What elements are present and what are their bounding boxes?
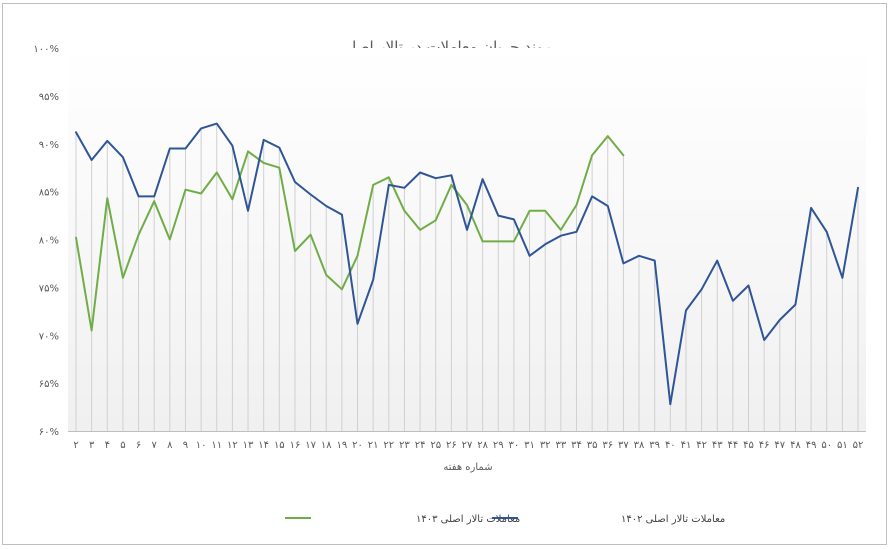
x-tick-label: ۴۱: [681, 440, 692, 451]
x-tick-label: ۴۶: [759, 440, 770, 451]
legend: معاملات تالار اصلی ۱۴۰۳ معاملات تالار اصل…: [285, 514, 725, 525]
x-tick-label: ۵۱: [837, 440, 848, 451]
x-tick-label: ۱۳: [243, 440, 254, 451]
x-tick-label: ۴۳: [712, 440, 723, 451]
x-tick-label: ۱۷: [305, 440, 316, 451]
x-tick-label: ۴۲: [696, 440, 707, 451]
x-tick-label: ۳۹: [649, 440, 660, 451]
x-tick-label: ۳۳: [555, 440, 566, 451]
x-tick-label: ۱۶: [290, 440, 301, 451]
x-tick-label: ۴: [105, 440, 110, 451]
drop-lines: [75, 123, 859, 431]
x-tick-label: ۳۲: [540, 440, 551, 451]
x-tick-label: ۲۵: [430, 440, 441, 451]
y-axis-ticks: ۶۰% ۶۵% ۷۰% ۷۵% ۸۰% ۸۵% ۹۰% ۹۵% ۱۰۰%: [33, 44, 59, 438]
x-tick-label: ۲۰: [352, 440, 363, 451]
y-tick-label: ۹۰%: [39, 140, 59, 151]
y-tick-label: ۷۰%: [39, 331, 59, 342]
x-axis-ticks: ۲ ۳ ۴ ۵ ۶ ۷ ۸ ۹ ۱۰ ۱۱ ۱۲ ۱۳ ۱۴ ۱۵ ۱۶ ۱۷ ۱۸ ۱۹ ۲۰ ۲۱ ۲۲ ۲۳ ۲۴ ۲۵…: [73, 440, 863, 451]
x-tick-label: ۵: [120, 440, 125, 451]
chart-frame: روند جریان معاملات در تالار اصلی ۶۰% ۶۵% ۷…: [2, 3, 887, 545]
x-tick-label: ۲۸: [477, 440, 488, 451]
legend-label-1402: معاملات تالار اصلی ۱۴۰۲: [621, 514, 725, 525]
x-tick-label: ۳۰: [509, 440, 520, 451]
x-tick-label: ۳۵: [587, 440, 598, 451]
x-tick-label: ۴۹: [806, 440, 817, 451]
x-tick-label: ۳۱: [524, 440, 535, 451]
x-tick-label: ۱۹: [337, 440, 348, 451]
x-tick-label: ۵۲: [853, 440, 864, 451]
x-tick-label: ۳۸: [634, 440, 645, 451]
x-tick-label: ۱۸: [321, 440, 332, 451]
x-tick-label: ۳۷: [618, 440, 629, 451]
x-tick-label: ۴۰: [665, 440, 676, 451]
line-chart: روند جریان معاملات در تالار اصلی ۶۰%۶۵%۷…: [33, 38, 866, 525]
x-tick-label: ۲۱: [368, 440, 379, 451]
x-tick-label: ۸: [167, 440, 173, 451]
x-tick-label: ۷: [152, 440, 158, 451]
y-tick-label: ۶۰%: [39, 427, 59, 438]
x-tick-label: ۱۰: [196, 440, 207, 451]
y-tick-label: ۸۵%: [39, 188, 59, 199]
x-tick-label: ۱۱: [211, 440, 222, 451]
x-tick-label: ۱۵: [274, 440, 285, 451]
legend-label-1403: معاملات تالار اصلی ۱۴۰۳: [416, 514, 520, 525]
x-tick-label: ۴۵: [743, 440, 754, 451]
x-tick-label: ۵۰: [821, 440, 832, 451]
x-tick-label: ۱۲: [227, 440, 238, 451]
series-line-1402: [75, 122, 859, 406]
x-tick-label: ۲۲: [383, 440, 394, 451]
x-tick-label: ۲: [73, 440, 78, 451]
x-tick-label: ۲۴: [415, 440, 426, 451]
x-tick-label: ۴۸: [790, 440, 801, 451]
y-tick-label: ۷۵%: [39, 283, 59, 294]
x-tick-label: ۹: [183, 440, 188, 451]
y-tick-label: ۸۰%: [39, 236, 59, 247]
x-tick-label: ۳: [89, 440, 95, 451]
x-tick-label: ۳۴: [571, 440, 582, 451]
y-tick-label: ۶۵%: [39, 379, 59, 390]
x-tick-label: ۲۹: [493, 440, 504, 451]
x-tick-label: ۴۴: [728, 440, 739, 451]
y-tick-label: ۱۰۰%: [33, 44, 59, 55]
series-lines: [75, 122, 859, 406]
y-tick-label: ۹۵%: [39, 92, 59, 103]
x-tick-label: ۶: [136, 440, 141, 451]
x-tick-label: ۱۴: [258, 440, 269, 451]
x-axis-title: شماره هفته: [443, 462, 492, 473]
x-tick-label: ۲۷: [462, 440, 473, 451]
x-tick-label: ۲۳: [399, 440, 410, 451]
x-tick-label: ۴۷: [774, 440, 785, 451]
x-tick-label: ۲۶: [446, 440, 457, 451]
x-tick-label: ۳۶: [602, 440, 613, 451]
